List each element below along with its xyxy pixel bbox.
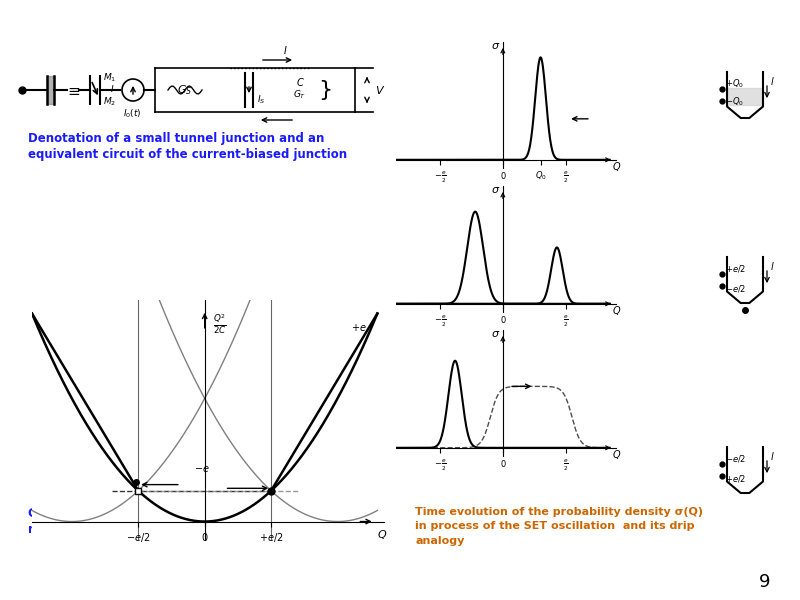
Text: $l$: $l$ [770,260,774,272]
Text: $(c)$: $(c)$ [527,76,543,88]
Text: $(a)$: $(a)$ [526,415,543,428]
Text: 9: 9 [759,573,770,591]
Text: $Q$: $Q$ [612,304,622,317]
Text: $+e/2$: $+e/2$ [725,263,746,275]
Text: Change of the charging energy: Change of the charging energy [28,507,238,520]
Text: $M_2$: $M_2$ [103,96,116,108]
Text: $(b)$: $(b)$ [526,245,543,259]
Text: $\sigma$: $\sigma$ [491,41,500,51]
Text: $-Q_0$: $-Q_0$ [725,96,744,109]
Text: $-e/2$: $-e/2$ [725,454,746,464]
Text: $C$: $C$ [296,76,304,88]
Text: $\}$: $\}$ [318,78,332,102]
Text: $+Q_0$: $+Q_0$ [725,78,744,91]
Text: $I_0(t)$: $I_0(t)$ [122,107,142,119]
Text: Denotation of a small tunnel junction and an: Denotation of a small tunnel junction an… [28,132,324,145]
Text: $G_S$: $G_S$ [178,83,193,97]
Text: $-e/2$: $-e/2$ [725,283,746,293]
Text: $+e$: $+e$ [350,322,366,333]
Text: $Q$: $Q$ [378,527,388,541]
Text: $l$: $l$ [770,450,774,462]
Text: $G_T$: $G_T$ [294,89,306,101]
Text: $+e/2$: $+e/2$ [725,473,746,484]
Text: E: E [200,507,208,520]
Text: $M_1$: $M_1$ [103,72,116,84]
Text: $Q$: $Q$ [612,160,622,173]
Text: $-e$: $-e$ [194,464,210,475]
Text: $Q$: $Q$ [612,448,622,461]
Text: equivalent circuit of the current-biased junction: equivalent circuit of the current-biased… [28,148,347,161]
Text: $V$: $V$ [375,84,386,96]
Text: $\sigma$: $\sigma$ [491,329,500,339]
Text: of a small junction: of a small junction [208,507,334,520]
Text: resulting from tunneling of a single electron: resulting from tunneling of a single ele… [28,523,322,536]
Text: $I_S$: $I_S$ [257,94,266,106]
Text: $-I$: $-I$ [103,83,115,94]
Text: $l$: $l$ [770,75,774,87]
Text: $\equiv$: $\equiv$ [65,82,81,97]
Text: Time evolution of the probability density σ(Q)
in process of the SET oscillation: Time evolution of the probability densit… [415,507,703,546]
Text: $\sigma$: $\sigma$ [491,185,500,195]
Text: $\frac{Q^2}{2C}$: $\frac{Q^2}{2C}$ [213,313,226,336]
Text: $I$: $I$ [282,44,287,56]
